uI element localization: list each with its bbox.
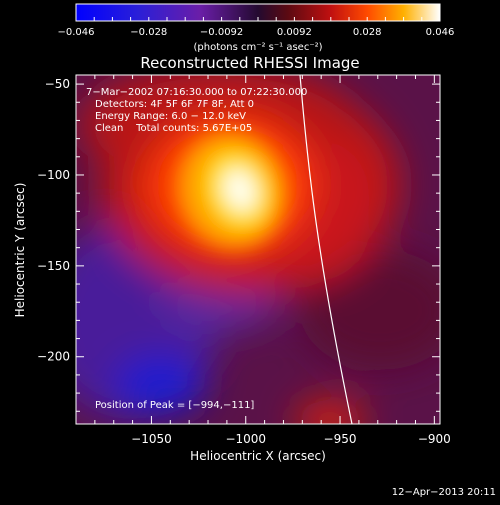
heatmap-peak-core	[223, 168, 257, 212]
annotation-time-range: 7−Mar−2002 07:16:30.000 to 07:22:30.000	[86, 87, 307, 98]
colorbar-tick-0: −0.046	[57, 27, 94, 38]
x-axis-label: Heliocentric X (arcsec)	[190, 449, 326, 463]
annotation-detectors: Detectors: 4F 5F 6F 7F 8F, Att 0	[95, 99, 254, 110]
y-tick-label-3: −200	[37, 350, 70, 364]
y-tick-label-2: −150	[37, 259, 70, 273]
annotation-clean-counts: Clean Total counts: 5.67E+05	[95, 123, 252, 134]
x-axis: −1050 −1000 −950 −900 Heliocentric X (ar…	[131, 432, 451, 463]
x-tick-label-0: −1050	[131, 432, 172, 446]
y-tick-label-1: −100	[37, 168, 70, 182]
colorbar-tick-1: −0.028	[130, 27, 167, 38]
colorbar: −0.046 −0.028 −0.0092 0.0092 0.028 0.046…	[57, 3, 455, 53]
x-axis-ticks	[94, 75, 435, 424]
annotation-energy-range: Energy Range: 6.0 − 12.0 keV	[95, 111, 246, 122]
annotation-block: 7−Mar−2002 07:16:30.000 to 07:22:30.000 …	[86, 87, 307, 134]
footer-timestamp: 12−Apr−2013 20:11	[392, 487, 496, 498]
x-tick-label-2: −950	[324, 432, 357, 446]
colorbar-tick-4: 0.028	[353, 27, 382, 38]
heatmap-blue-core	[115, 355, 205, 415]
chart-title: Reconstructed RHESSI Image	[140, 54, 359, 72]
plot-frame	[75, 74, 441, 425]
colorbar-tick-2: −0.0092	[200, 27, 243, 38]
heatmap-red-bottom	[295, 400, 365, 424]
colorbar-tick-3: 0.0092	[277, 27, 312, 38]
y-axis-label: Heliocentric Y (arcsec)	[13, 183, 27, 318]
colorbar-units: (photons cm⁻² s⁻¹ asec⁻²)	[193, 42, 322, 53]
x-tick-label-3: −900	[418, 432, 451, 446]
heatmap-image	[76, 75, 440, 424]
colorbar-ticks	[93, 17, 423, 21]
solar-limb-curve	[299, 75, 353, 424]
y-tick-label-0: −50	[45, 77, 70, 91]
y-axis-ticks	[76, 83, 440, 412]
peak-position-label: Position of Peak = [−994,−111]	[95, 400, 254, 411]
colorbar-tick-5: 0.046	[426, 27, 455, 38]
x-tick-label-1: −1000	[225, 432, 266, 446]
y-axis: −50 −100 −150 −200 Heliocentric Y (arcse…	[13, 77, 70, 364]
